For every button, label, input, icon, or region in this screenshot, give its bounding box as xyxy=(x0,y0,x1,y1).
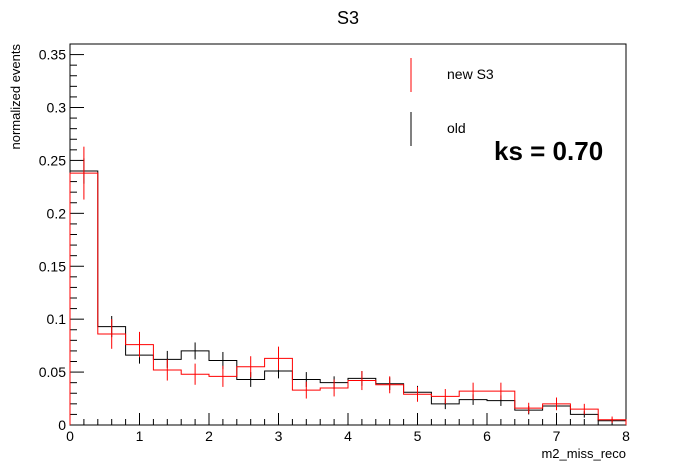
x-tick-label: 0 xyxy=(66,428,74,444)
y-tick-label: 0 xyxy=(58,417,66,433)
legend: new S3 old xyxy=(410,58,494,146)
y-tick-label: 0.05 xyxy=(39,364,66,380)
legend-label-old: old xyxy=(447,120,466,136)
histogram-new-s3 xyxy=(69,172,627,425)
y-tick-label: 0.25 xyxy=(39,152,66,168)
axis-ticks: 0 1 2 3 4 5 6 7 8 0 0.05 0.1 0.15 0.2 0.25 0.3 0.35 xyxy=(39,43,630,444)
y-tick-label: 0.15 xyxy=(39,258,66,274)
y-tick-label: 0.3 xyxy=(47,100,67,116)
chart-title: S3 xyxy=(337,8,359,28)
y-tick-label: 0.35 xyxy=(39,47,66,63)
y-tick-label: 0.1 xyxy=(47,311,67,327)
x-tick-label: 3 xyxy=(275,428,283,444)
x-tick-label: 4 xyxy=(344,428,352,444)
y-tick-label: 0.2 xyxy=(47,205,67,221)
y-axis-label: normalized events xyxy=(8,44,23,150)
x-tick-label: 7 xyxy=(553,428,561,444)
x-axis-label: m2_miss_reco xyxy=(541,446,626,461)
histogram-layer xyxy=(69,146,627,425)
ks-annotation: ks = 0.70 xyxy=(494,136,603,166)
x-tick-label: 1 xyxy=(136,428,144,444)
x-tick-label: 8 xyxy=(622,428,630,444)
x-tick-label: 2 xyxy=(205,428,213,444)
x-tick-label: 6 xyxy=(483,428,491,444)
legend-label-new-s3: new S3 xyxy=(447,66,494,82)
x-tick-label: 5 xyxy=(414,428,422,444)
